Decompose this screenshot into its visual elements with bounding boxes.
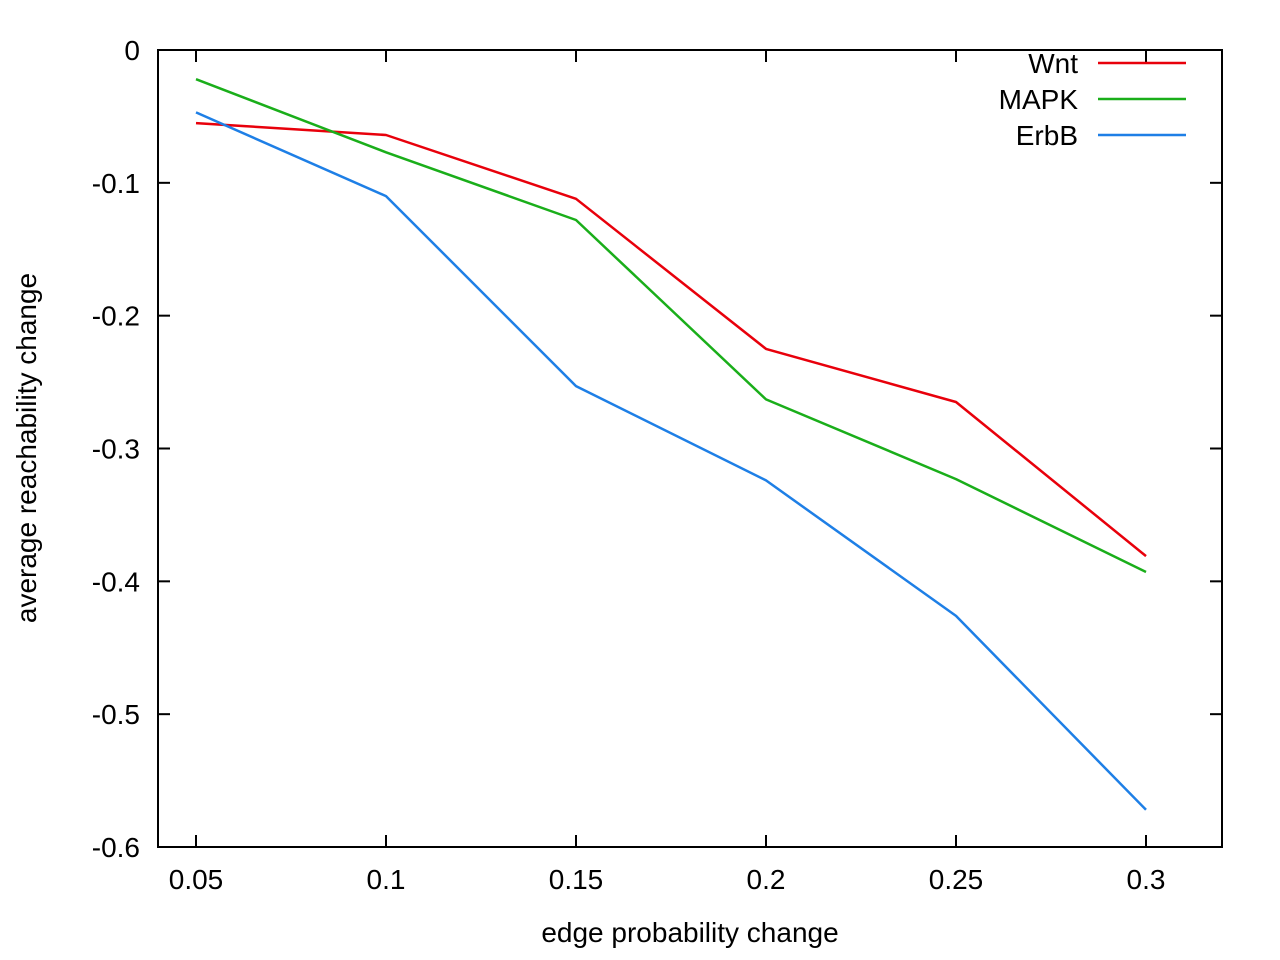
- y-tick-label: -0.5: [92, 699, 140, 730]
- legend-label-wnt: Wnt: [1028, 48, 1078, 79]
- y-tick-label: -0.4: [92, 566, 140, 597]
- x-tick-label: 0.2: [747, 864, 786, 895]
- y-tick-label: 0: [124, 35, 140, 66]
- y-tick-label: -0.3: [92, 434, 140, 465]
- legend: Wnt MAPK ErbB: [999, 48, 1186, 151]
- x-tick-label: 0.25: [929, 864, 984, 895]
- y-tick-label: -0.1: [92, 168, 140, 199]
- legend-label-mapk: MAPK: [999, 84, 1079, 115]
- legend-label-erbb: ErbB: [1016, 120, 1078, 151]
- y-tick-label: -0.2: [92, 301, 140, 332]
- ticks-layer: 0.05 0.1 0.15 0.2 0.25 0.3 0 -0.1 -0.2 -0.3 -0.4 -0…: [92, 35, 1222, 895]
- x-tick-label: 0.3: [1127, 864, 1166, 895]
- x-tick-label: 0.1: [367, 864, 406, 895]
- x-axis-label: edge probability change: [541, 917, 838, 948]
- series-line-mapk: [195, 78, 1147, 574]
- plot-frame: [157, 49, 1223, 848]
- y-axis-label: average reachability change: [11, 273, 42, 623]
- series-line-erbb: [195, 111, 1147, 811]
- series-layer: [195, 78, 1147, 811]
- y-tick-label: -0.6: [92, 832, 140, 863]
- x-tick-label: 0.05: [169, 864, 224, 895]
- series-line-wnt: [195, 121, 1147, 558]
- x-tick-label: 0.15: [549, 864, 604, 895]
